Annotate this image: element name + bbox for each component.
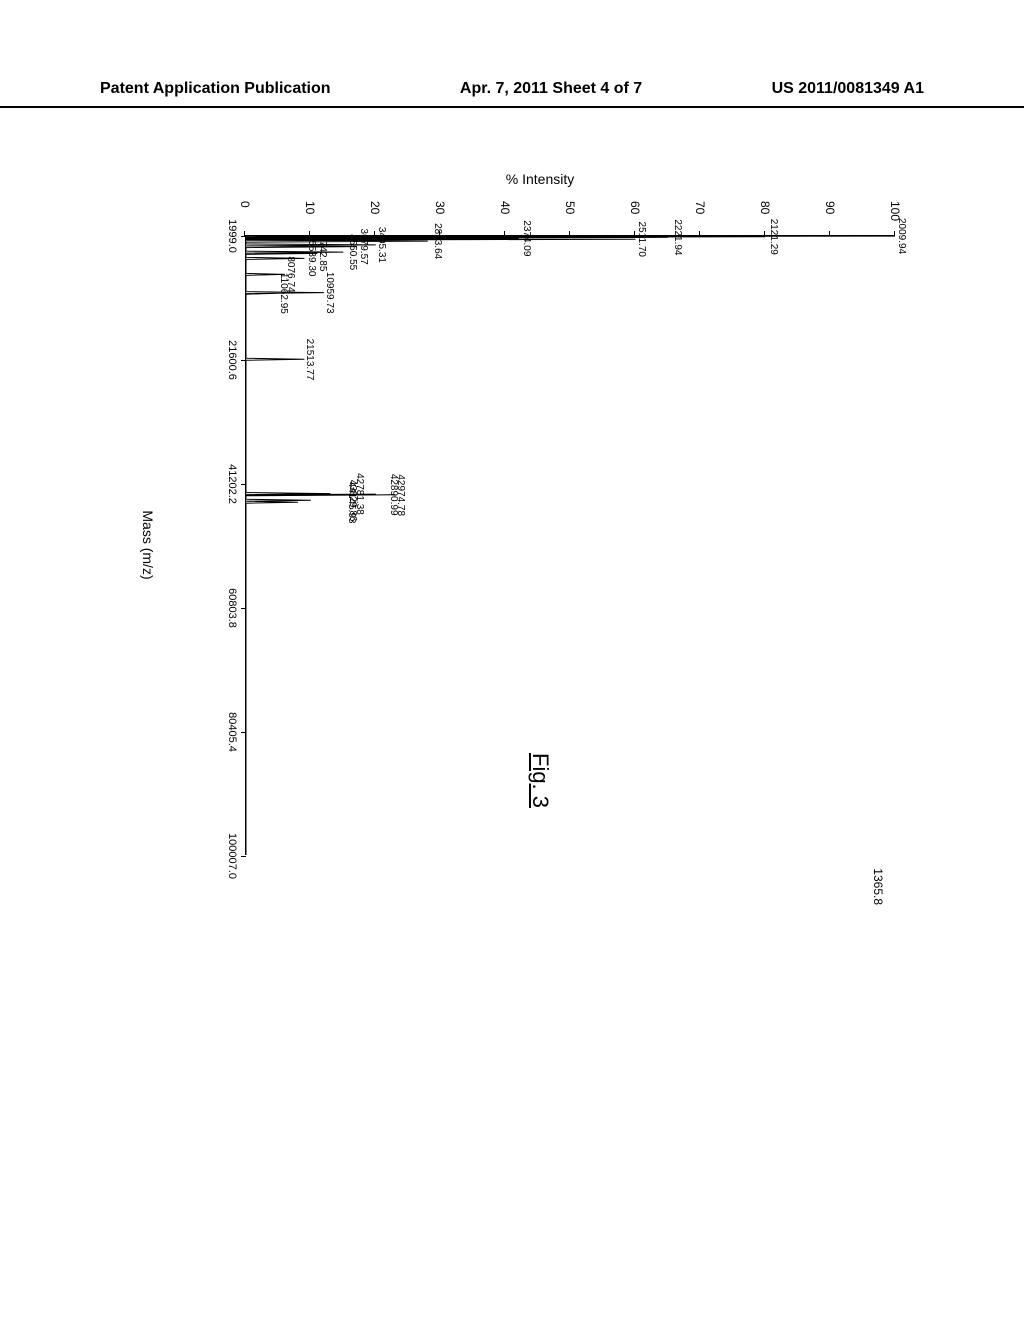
x-tick-label: 100007.0 xyxy=(226,833,238,879)
x-tick-label: 60803.8 xyxy=(226,588,238,628)
peak-label: 44145.93 xyxy=(346,482,357,524)
x-tick-mark xyxy=(241,732,246,733)
peak-label: 4550.55 xyxy=(348,234,359,270)
peak-label: 2009.94 xyxy=(896,218,907,254)
y-tick-mark xyxy=(634,231,635,236)
peak-label: 2374.09 xyxy=(521,220,532,256)
peak-label: 5539.30 xyxy=(307,240,318,276)
y-tick-mark xyxy=(829,231,830,236)
peak-label: 3679.57 xyxy=(359,229,370,265)
peak-label: 42890.99 xyxy=(388,474,399,516)
y-tick-label: 80 xyxy=(758,201,772,214)
y-tick-mark xyxy=(504,231,505,236)
y-tick-label: 50 xyxy=(563,201,577,214)
y-tick-label: 90 xyxy=(823,201,837,214)
peak-label: 2121.29 xyxy=(768,219,779,255)
x-tick-label: 41202.2 xyxy=(226,464,238,504)
y-tick-label: 0 xyxy=(238,201,252,208)
peak-label: 2221.94 xyxy=(673,219,684,255)
y-tick-label: 30 xyxy=(433,201,447,214)
x-tick-mark xyxy=(241,484,246,485)
page-header: Patent Application Publication Apr. 7, 2… xyxy=(0,80,1024,108)
y-tick-mark xyxy=(569,231,570,236)
x-tick-mark xyxy=(241,236,246,237)
peak-label: 21513.77 xyxy=(305,339,316,381)
y-tick-label: 20 xyxy=(368,201,382,214)
spectrum-trace xyxy=(246,236,895,855)
peak-label: 10959.73 xyxy=(324,272,335,314)
figure-label: Fig. 3 xyxy=(527,753,553,808)
y-tick-label: 60 xyxy=(628,201,642,214)
header-right: US 2011/0081349 A1 xyxy=(772,80,924,98)
y-tick-mark xyxy=(309,231,310,236)
peak-label: 3405.31 xyxy=(376,227,387,263)
x-tick-mark xyxy=(241,608,246,609)
y-tick-mark xyxy=(374,231,375,236)
x-tick-label: 1999.0 xyxy=(226,219,238,253)
y-tick-label: 40 xyxy=(498,201,512,214)
y-tick-mark xyxy=(764,231,765,236)
peak-label: 2813.64 xyxy=(432,223,443,259)
y-axis-label: % Intensity xyxy=(506,171,574,187)
x-axis-label: Mass (m/z) xyxy=(140,510,156,579)
y-tick-label: 70 xyxy=(693,201,707,214)
x-tick-mark xyxy=(241,360,246,361)
x-tick-label: 80405.4 xyxy=(226,712,238,752)
right-top-value: 1365.8 xyxy=(871,868,885,905)
peak-label: 2511.70 xyxy=(636,222,647,257)
y-tick-mark xyxy=(894,231,895,236)
header-center: Apr. 7, 2011 Sheet 4 of 7 xyxy=(460,80,642,98)
peak-label: 4742.85 xyxy=(318,235,329,271)
peak-label: 11062.95 xyxy=(279,273,290,314)
x-tick-mark xyxy=(241,856,246,857)
y-tick-mark xyxy=(699,231,700,236)
plot-area: 0102030405060708090100 1999.021600.64120… xyxy=(245,235,895,855)
x-tick-label: 21600.6 xyxy=(226,340,238,380)
y-tick-label: 10 xyxy=(303,201,317,214)
header-left: Patent Application Publication xyxy=(100,80,331,98)
